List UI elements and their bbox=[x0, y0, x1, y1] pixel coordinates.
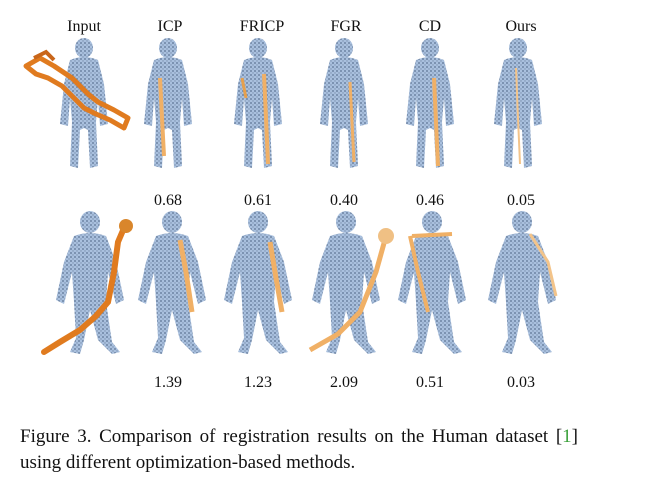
row1-ours bbox=[494, 38, 542, 168]
source-cloud-input-row2 bbox=[41, 225, 127, 355]
score-row1-cd: 0.46 bbox=[416, 192, 444, 209]
score-row1-icp: 0.68 bbox=[154, 192, 182, 209]
row1-fricp bbox=[234, 38, 282, 168]
column-header-icp: ICP bbox=[157, 18, 183, 35]
row2-cd bbox=[398, 211, 466, 354]
row2-fgr bbox=[308, 211, 394, 354]
score-row1-fricp: 0.61 bbox=[244, 192, 272, 209]
row1-icp bbox=[144, 38, 192, 168]
row2-ours bbox=[488, 211, 558, 354]
row2-icp bbox=[138, 211, 206, 354]
score-row2-fgr: 2.09 bbox=[330, 374, 358, 391]
row2-fricp bbox=[224, 211, 292, 354]
score-row2-fricp: 1.23 bbox=[244, 374, 272, 391]
score-row2-icp: 1.39 bbox=[154, 374, 182, 391]
row2-input bbox=[41, 211, 133, 355]
column-header-input: Input bbox=[67, 18, 101, 35]
caption-prefix: Figure 3. Comparison of registration res… bbox=[20, 426, 563, 447]
score-row2-cd: 0.51 bbox=[416, 374, 444, 391]
column-header-ours: Ours bbox=[505, 18, 537, 35]
row1-fgr bbox=[320, 38, 368, 168]
figure-grid bbox=[23, 38, 558, 355]
column-header-cd: CD bbox=[418, 18, 442, 35]
caption-suffix: ] using different optimization-based met… bbox=[20, 426, 578, 473]
source-cloud-input-row1 bbox=[23, 55, 131, 131]
score-row1-fgr: 0.40 bbox=[330, 192, 358, 209]
citation-link[interactable]: 1 bbox=[562, 426, 572, 447]
score-row2-ours: 0.03 bbox=[507, 374, 535, 391]
column-header-fgr: FGR bbox=[330, 18, 362, 35]
row1-cd bbox=[406, 38, 454, 168]
row1-input bbox=[23, 38, 131, 168]
score-row1-ours: 0.05 bbox=[507, 192, 535, 209]
column-header-fricp: FRICP bbox=[239, 18, 285, 35]
figure-caption: Figure 3. Comparison of registration res… bbox=[20, 424, 578, 476]
